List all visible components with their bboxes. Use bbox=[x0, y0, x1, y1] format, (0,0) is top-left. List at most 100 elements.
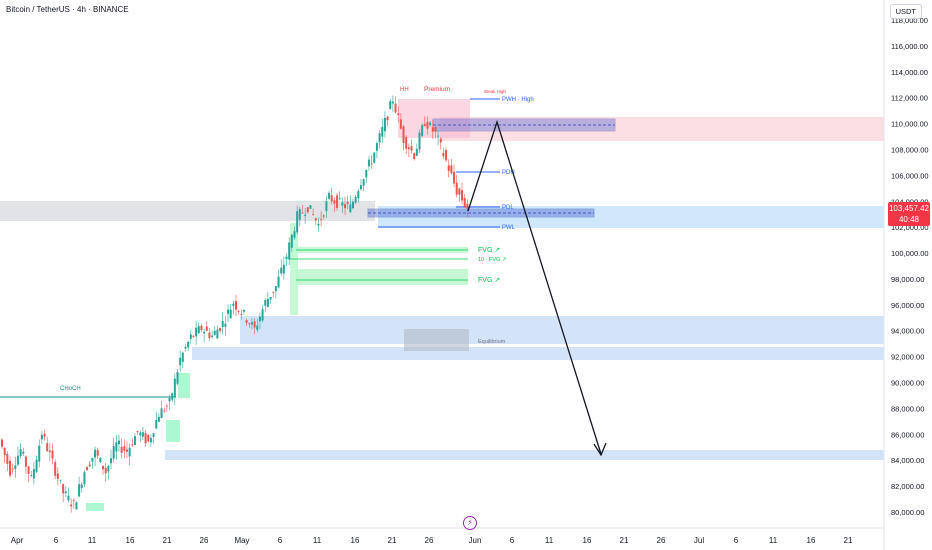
x-tick-label: Jun bbox=[469, 536, 482, 545]
candle-body bbox=[107, 465, 110, 472]
candle-body bbox=[187, 341, 190, 348]
candle-body bbox=[110, 458, 113, 464]
candle-body bbox=[445, 150, 448, 161]
x-tick-label: Jul bbox=[694, 536, 704, 545]
candle-body bbox=[163, 410, 166, 412]
x-tick-label: 26 bbox=[657, 536, 666, 545]
equilibrium-box bbox=[404, 329, 469, 351]
pwh-label: PWH · High bbox=[502, 97, 534, 103]
candle-body bbox=[317, 223, 320, 226]
currency-selector[interactable]: USDT bbox=[889, 4, 922, 19]
candle-body bbox=[46, 443, 49, 451]
x-tick-label: 21 bbox=[844, 536, 853, 545]
candle-body bbox=[415, 148, 418, 156]
candle-body bbox=[149, 437, 152, 443]
candle-body bbox=[274, 286, 277, 292]
candle-body bbox=[208, 332, 211, 338]
premium-box bbox=[398, 99, 470, 138]
y-tick-label: 102,000.00 bbox=[891, 223, 929, 232]
x-tick-label: 26 bbox=[425, 536, 434, 545]
candle-body bbox=[136, 431, 139, 433]
fvg-label-3: FVG ↗ bbox=[478, 277, 500, 284]
candle-body bbox=[357, 191, 360, 199]
candle-body bbox=[83, 472, 86, 485]
candle-body bbox=[24, 456, 27, 467]
x-tick-label: 6 bbox=[54, 536, 59, 545]
candle-body bbox=[200, 325, 203, 330]
candle-body bbox=[336, 195, 339, 209]
premium-zone bbox=[440, 117, 884, 141]
candle-body bbox=[144, 433, 147, 444]
candle-body bbox=[133, 436, 136, 445]
candle-body bbox=[344, 204, 347, 209]
candle-body bbox=[439, 138, 442, 143]
fvg-zone-left-2 bbox=[166, 420, 180, 442]
candle-body bbox=[333, 200, 336, 204]
y-axis-ticks: 80,000.00 82,000.00 84,000.00 86,000.00 88,0… bbox=[891, 16, 929, 517]
candle-body bbox=[413, 153, 416, 160]
candle-body bbox=[242, 310, 245, 312]
candle-body bbox=[272, 291, 275, 293]
candle-body bbox=[30, 475, 33, 476]
candle-body bbox=[112, 446, 115, 459]
projection-layer bbox=[467, 119, 607, 457]
candle-body bbox=[258, 316, 261, 322]
x-tick-label: 26 bbox=[200, 536, 209, 545]
candle-body bbox=[466, 203, 469, 209]
lightning-icon[interactable]: ⚡ bbox=[463, 516, 477, 530]
candle-body bbox=[370, 163, 373, 165]
candle-body bbox=[245, 320, 248, 323]
current-price-tag: 103,457.42 40:48 bbox=[888, 202, 930, 226]
candle-body bbox=[184, 346, 187, 349]
candle-body bbox=[211, 335, 214, 337]
current-price: 103,457.42 bbox=[888, 204, 930, 213]
candle-body bbox=[269, 297, 272, 300]
candle-body bbox=[264, 300, 267, 306]
x-tick-label: 6 bbox=[278, 536, 283, 545]
candle-body bbox=[293, 231, 296, 238]
candle-body bbox=[224, 323, 227, 327]
candle-body bbox=[48, 450, 51, 453]
y-tick-label: 84,000.00 bbox=[891, 456, 924, 465]
candle-body bbox=[147, 434, 150, 442]
x-tick-label: 16 bbox=[807, 536, 816, 545]
y-tick-label: 104,000.00 bbox=[891, 197, 929, 206]
y-tick-label: 92,000.00 bbox=[891, 353, 924, 362]
candle-body bbox=[232, 303, 235, 306]
candle-body bbox=[458, 188, 461, 195]
candle-body bbox=[381, 127, 384, 137]
x-tick-label: Apr bbox=[11, 536, 24, 545]
candle-body bbox=[3, 447, 6, 455]
candle-body bbox=[128, 447, 131, 457]
candle-body bbox=[407, 147, 410, 150]
candle-body bbox=[160, 408, 163, 418]
candle-body bbox=[14, 465, 17, 470]
candle-body bbox=[59, 479, 62, 481]
candle-body bbox=[354, 197, 357, 203]
candle-body bbox=[75, 502, 78, 510]
candle-body bbox=[320, 219, 323, 221]
zones-layer bbox=[0, 98, 884, 511]
candle-body bbox=[426, 121, 429, 129]
candle-body bbox=[250, 322, 253, 325]
chart-title: Bitcoin / TetherUS · 4h · BINANCE bbox=[6, 5, 129, 14]
candle-body bbox=[123, 446, 126, 451]
candle-body bbox=[306, 207, 309, 213]
candle-body bbox=[22, 451, 25, 454]
candle-body bbox=[99, 457, 102, 463]
choch-label: CHoCH bbox=[60, 386, 81, 392]
x-tick-label: 16 bbox=[351, 536, 360, 545]
candle-body bbox=[383, 117, 386, 132]
y-tick-label: 94,000.00 bbox=[891, 327, 924, 336]
candle-body bbox=[192, 335, 195, 337]
candle-body bbox=[298, 208, 301, 220]
candle-body bbox=[8, 460, 11, 476]
candle-body bbox=[70, 504, 73, 507]
equilibrium-label: Equilibrium bbox=[478, 339, 506, 345]
candle-body bbox=[341, 202, 344, 206]
candle-body bbox=[102, 465, 105, 470]
candle-body bbox=[38, 445, 41, 462]
projection-arrowhead bbox=[593, 442, 607, 457]
